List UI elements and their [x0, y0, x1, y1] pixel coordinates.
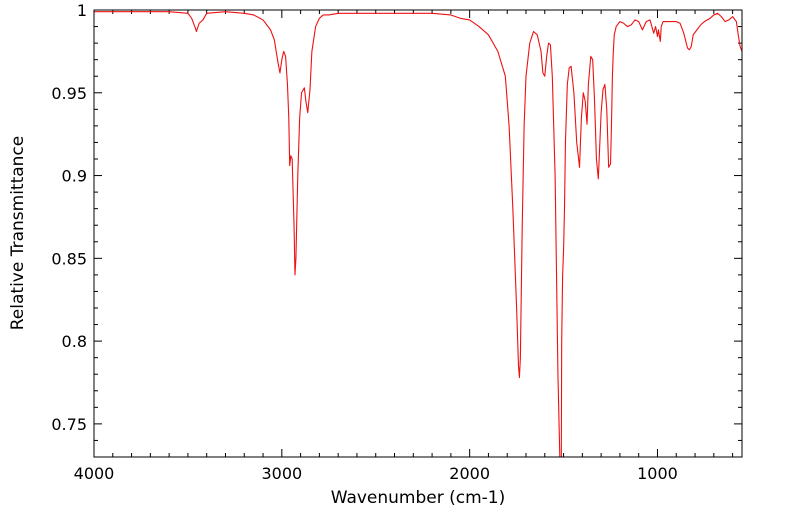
plot-frame [93, 9, 743, 458]
x-axis-label: Wavenumber (cm-1) [331, 488, 506, 508]
axis-tick-labels: 4000 3000 2000 1000 1 0.95 0.9 0.85 0.8 0.75 [51, 1, 677, 483]
plot-area-background [94, 10, 742, 457]
x-tick-label: 3000 [261, 464, 302, 483]
y-tick-label: 0.75 [51, 415, 87, 434]
series-line [94, 11, 743, 458]
series-layer [94, 11, 743, 458]
y-tick-label: 0.85 [51, 249, 87, 268]
y-axis-label: Relative Transmittance [8, 136, 28, 331]
x-tick-label: 2000 [449, 464, 490, 483]
x-tick-label: 1000 [637, 464, 678, 483]
y-tick-label: 0.9 [62, 167, 87, 186]
axis-ticks [93, 9, 742, 458]
y-tick-label: 0.95 [51, 84, 87, 103]
y-tick-label: 1 [77, 1, 87, 20]
y-tick-label: 0.8 [62, 332, 87, 351]
x-tick-label: 4000 [74, 464, 115, 483]
